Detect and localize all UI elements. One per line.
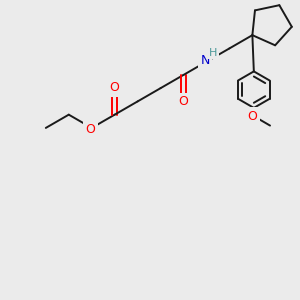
Text: O: O <box>178 95 188 108</box>
Text: N: N <box>200 54 210 67</box>
Text: O: O <box>110 81 120 94</box>
Text: H: H <box>209 48 217 58</box>
Text: O: O <box>85 123 95 136</box>
Text: O: O <box>248 110 257 123</box>
